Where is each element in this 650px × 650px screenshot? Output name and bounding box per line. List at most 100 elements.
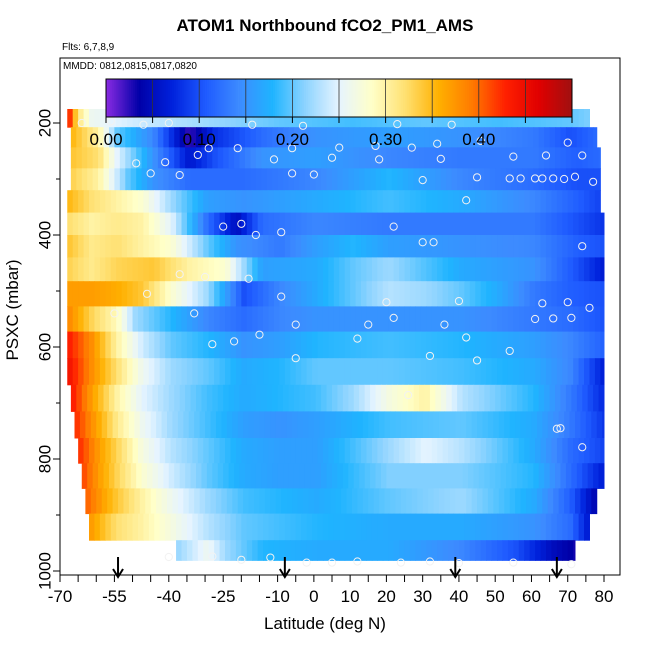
heatmap-cell — [344, 235, 351, 258]
heatmap-cell — [154, 281, 161, 307]
colorbar-cell — [150, 79, 153, 117]
heatmap-cell — [214, 438, 221, 464]
heatmap-cell — [235, 513, 242, 541]
heatmap-cell — [585, 488, 592, 515]
colorbar-cell — [531, 79, 534, 117]
heatmap-cell — [154, 306, 161, 333]
heatmap-cell — [252, 281, 259, 307]
heatmap-cell — [419, 168, 425, 191]
heatmap-cell — [114, 127, 121, 148]
heatmap-cell — [571, 127, 578, 148]
heatmap-cell — [312, 358, 318, 386]
heatmap-cell — [181, 212, 188, 236]
heatmap-cell — [506, 384, 513, 412]
sample-point — [578, 151, 587, 160]
colorbar-cell — [313, 79, 317, 117]
heatmap-cell — [203, 306, 210, 333]
colorbar-cell — [560, 79, 563, 117]
heatmap-cell — [415, 513, 422, 541]
heatmap-cell — [137, 212, 144, 236]
colorbar-cell — [239, 79, 243, 117]
heatmap-cell — [257, 190, 264, 214]
heatmap-cell — [219, 212, 226, 236]
heatmap-cell — [94, 513, 101, 541]
heatmap-cell — [529, 281, 536, 307]
heatmap-cell — [468, 384, 474, 412]
heatmap-cell — [170, 257, 177, 282]
heatmap-cell — [388, 358, 395, 386]
heatmap-cell — [355, 540, 362, 561]
colorbar-cell — [331, 79, 334, 117]
heatmap-cell — [486, 281, 493, 307]
heatmap-cell — [582, 384, 589, 412]
heatmap-cell — [497, 358, 503, 386]
heatmap-cell — [440, 384, 447, 412]
heatmap-cell — [219, 540, 226, 561]
sample-point — [393, 120, 402, 129]
heatmap-cell — [473, 463, 480, 489]
heatmap-cell — [228, 384, 235, 412]
heatmap-cell — [406, 411, 413, 439]
heatmap-cell — [301, 513, 308, 541]
heatmap-cell — [480, 513, 487, 541]
heatmap-cell — [377, 331, 384, 359]
colorbar-cell — [179, 79, 183, 117]
heatmap-cell — [72, 281, 79, 307]
heatmap-cell — [306, 190, 313, 214]
heatmap-cell — [437, 235, 444, 258]
heatmap-cell — [284, 190, 291, 214]
heatmap-cell — [78, 306, 85, 333]
heatmap-cell — [268, 513, 275, 541]
colorbar-cell — [251, 79, 254, 117]
heatmap-cell — [225, 358, 231, 386]
heatmap-cell — [317, 235, 324, 258]
heatmap-cell — [388, 438, 395, 464]
heatmap-cell — [468, 127, 474, 148]
heatmap-cell — [165, 109, 172, 128]
heatmap-cell — [108, 147, 115, 169]
heatmap-cell — [584, 438, 590, 464]
heatmap-cell — [89, 438, 95, 464]
heatmap-cell — [217, 147, 224, 169]
heatmap-cell — [408, 168, 415, 191]
heatmap-cell — [404, 540, 411, 561]
heatmap-cell — [594, 235, 601, 258]
heatmap-cell — [304, 384, 311, 412]
heatmap-cell — [388, 109, 395, 128]
colorbar-cell — [115, 79, 119, 117]
heatmap-cell — [244, 147, 251, 169]
heatmap-cell — [395, 411, 402, 439]
colorbar-cell — [148, 79, 152, 117]
colorbar-cell — [170, 79, 173, 117]
heatmap-cell — [328, 540, 335, 561]
heatmap-cell — [538, 147, 545, 169]
heatmap-cell — [250, 168, 257, 191]
heatmap-cell — [125, 127, 132, 148]
heatmap-cell — [515, 488, 522, 515]
colorbar-cell — [527, 79, 530, 117]
heatmap-cell — [234, 384, 241, 412]
heatmap-cell — [223, 384, 230, 412]
heatmap-cell — [292, 411, 299, 439]
heatmap-cell — [219, 513, 226, 541]
heatmap-cell — [328, 212, 335, 236]
colorbar-cell — [352, 79, 355, 117]
heatmap-cell — [475, 331, 482, 359]
heatmap-cell — [219, 109, 226, 128]
heatmap-cell — [159, 212, 166, 236]
sample-point — [389, 313, 398, 322]
colorbar-cell — [360, 79, 363, 117]
heatmap-cell — [375, 384, 382, 412]
heatmap-cell — [295, 190, 302, 214]
heatmap-cell — [215, 411, 222, 439]
heatmap-cell — [268, 109, 275, 128]
heatmap-cell — [130, 168, 137, 191]
colorbar-cell — [397, 79, 400, 117]
colorbar-cell — [183, 79, 187, 117]
heatmap-cell — [302, 488, 309, 515]
heatmap-cell — [506, 127, 513, 148]
heatmap-cell — [424, 168, 431, 191]
heatmap-cell — [544, 168, 551, 191]
colorbar-cell — [131, 79, 134, 117]
heatmap-cell — [565, 168, 572, 191]
